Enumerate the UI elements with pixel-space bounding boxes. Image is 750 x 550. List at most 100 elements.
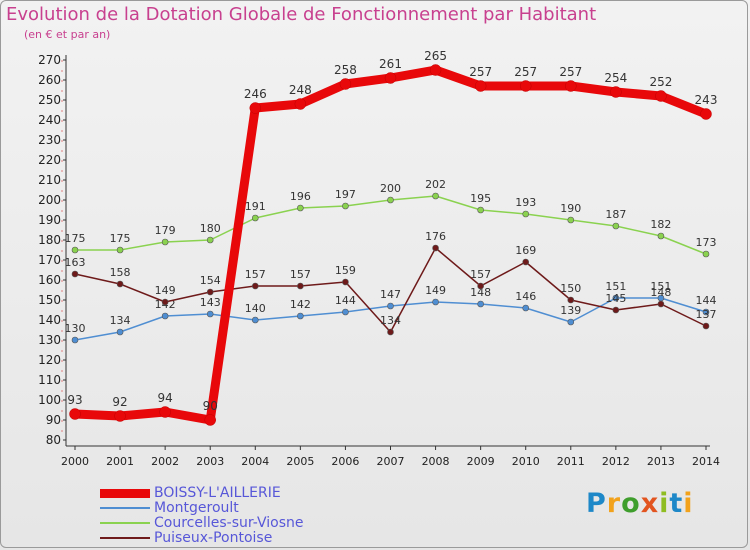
- x-tick-label: 2008: [422, 455, 450, 468]
- data-point: [251, 316, 259, 324]
- legend-item: Courcelles-sur-Viosne: [100, 516, 303, 531]
- data-point: [477, 282, 484, 290]
- data-label: 248: [289, 83, 312, 97]
- data-point: [477, 300, 484, 308]
- data-point: [657, 300, 665, 308]
- data-point: [522, 210, 530, 218]
- logo-letter: P: [586, 488, 607, 519]
- x-tick-label: 2006: [331, 455, 359, 468]
- y-tick-label: 260: [38, 73, 61, 87]
- legend-label: Puiseux-Pontoise: [154, 530, 273, 546]
- x-tick-label: 2014: [692, 455, 720, 468]
- data-label: 92: [112, 395, 127, 409]
- data-point: [342, 278, 349, 286]
- data-point: [387, 302, 394, 310]
- y-tick-label: 250: [38, 93, 61, 107]
- data-label: 134: [380, 314, 401, 327]
- data-point: [702, 250, 710, 258]
- data-point: [700, 108, 712, 120]
- legend-label: Montgeroult: [154, 500, 239, 516]
- data-label: 175: [65, 232, 86, 245]
- data-point: [567, 318, 575, 326]
- data-label: 190: [560, 202, 581, 215]
- data-label: 134: [110, 314, 131, 327]
- data-label: 159: [335, 264, 356, 277]
- data-label: 197: [335, 188, 356, 201]
- y-tick-label: 220: [38, 153, 61, 167]
- y-tick-label: 200: [38, 193, 61, 207]
- series-line-boissy-l-aillerie: [70, 65, 711, 425]
- logo-letter: i: [659, 488, 670, 519]
- x-tick-label: 2012: [602, 455, 630, 468]
- data-label: 257: [469, 65, 492, 79]
- y-tick-label: 270: [38, 53, 61, 67]
- logo-letter: x: [640, 488, 660, 519]
- x-tick-label: 2009: [467, 455, 495, 468]
- y-tick-label: 140: [38, 313, 61, 327]
- data-point: [429, 64, 442, 76]
- data-point: [161, 312, 169, 320]
- data-label: 191: [245, 200, 266, 213]
- data-point: [116, 280, 124, 288]
- y-tick-label: 100: [38, 393, 61, 407]
- logo-letter: o: [621, 488, 641, 519]
- data-point: [114, 410, 126, 422]
- data-label: 143: [200, 296, 221, 309]
- data-point: [477, 206, 484, 214]
- data-label: 151: [605, 280, 626, 293]
- data-point: [612, 306, 620, 314]
- y-tick-label: 240: [38, 113, 61, 127]
- data-label: 146: [515, 290, 536, 303]
- data-label: 246: [244, 87, 267, 101]
- y-tick-label: 210: [38, 173, 61, 187]
- y-tick-label: 160: [38, 273, 61, 287]
- y-tick-label: 90: [46, 413, 61, 427]
- data-label: 261: [379, 57, 402, 71]
- y-tick-label: 130: [38, 333, 61, 347]
- data-label: 149: [155, 284, 176, 297]
- data-point: [522, 258, 530, 266]
- x-tick-label: 2005: [286, 455, 314, 468]
- data-label: 154: [200, 274, 221, 287]
- data-point: [432, 298, 439, 306]
- data-label: 265: [424, 49, 447, 63]
- data-label: 193: [515, 196, 536, 209]
- data-point: [339, 78, 352, 90]
- x-tick-label: 2007: [377, 455, 405, 468]
- legend-swatch: [100, 537, 150, 539]
- data-label: 243: [695, 93, 718, 107]
- legend-label: Courcelles-sur-Viosne: [154, 515, 304, 531]
- y-tick-label: 180: [38, 233, 61, 247]
- data-label: 176: [425, 230, 446, 243]
- x-tick-label: 2003: [196, 455, 224, 468]
- data-point: [294, 98, 307, 110]
- data-point: [251, 282, 259, 290]
- y-tick-label: 120: [38, 353, 61, 367]
- data-label: 142: [290, 298, 311, 311]
- data-point: [342, 202, 349, 210]
- data-label: 169: [515, 244, 536, 257]
- x-tick-label: 2001: [106, 455, 134, 468]
- data-point: [702, 322, 710, 330]
- y-tick-label: 170: [38, 253, 61, 267]
- data-label: 94: [158, 391, 173, 405]
- legend-item: BOISSY-L'AILLERIE: [100, 486, 303, 501]
- legend-item: Puiseux-Pontoise: [100, 531, 303, 546]
- logo-letter: i: [683, 488, 694, 519]
- data-label: 144: [335, 294, 356, 307]
- data-label: 257: [559, 65, 582, 79]
- data-label: 163: [65, 256, 86, 269]
- data-label: 147: [380, 288, 401, 301]
- data-point: [297, 282, 304, 290]
- proxiti-logo: Proxiti: [586, 488, 694, 519]
- data-label: 151: [650, 280, 671, 293]
- data-label: 93: [67, 393, 82, 407]
- x-tick-label: 2010: [512, 455, 540, 468]
- x-tick-label: 2000: [61, 455, 89, 468]
- data-label: 157: [470, 268, 491, 281]
- x-tick-label: 2004: [241, 455, 269, 468]
- data-point: [116, 246, 124, 254]
- data-point: [297, 312, 304, 320]
- data-label: 258: [334, 63, 357, 77]
